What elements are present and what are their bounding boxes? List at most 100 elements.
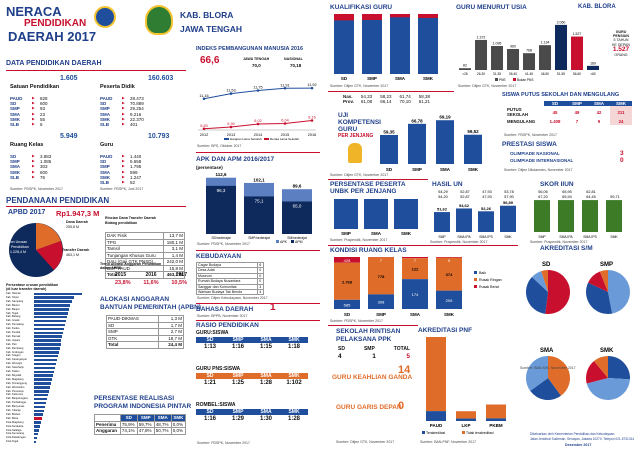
kab-bar-row: Kab. Banyumas [6, 405, 86, 409]
rls-label: 6,16 [308, 116, 315, 120]
kondisi-rr-label: 374 [446, 272, 453, 277]
akred-smk-slice [608, 356, 630, 380]
putus-table: SD SMP SMA SMK PUTUS SEKOLAH 45 49 42 211 MENGULA… [506, 101, 632, 125]
akred-sd-slice [541, 270, 548, 292]
kab-bar-row: Kab. Magelang [6, 378, 86, 382]
keb-row: Rumah Budaya Nusantara 0 [196, 278, 265, 285]
pnf-t-bar [426, 411, 446, 421]
kab-bar [34, 440, 36, 444]
arrow-icon: ▶ [122, 122, 125, 127]
ukg-title-block: UJI KOMPETENSI GURU PER JENJANG [338, 112, 381, 140]
pie-lbl-1: Dana Daerah [66, 220, 88, 224]
pnf-legend: Tidak terakreditasi [466, 431, 494, 435]
dana-pie [9, 223, 63, 277]
rasio-cols: SD SMP SMA SMK [196, 409, 308, 415]
kab-bar [34, 382, 51, 385]
kualifikasi-chart: SD SMP SMA SMK [334, 14, 438, 81]
kab-bar-label: Kab. Kendal [6, 331, 21, 334]
keahlian-val: 14 [398, 364, 411, 376]
ukg-bar [436, 120, 454, 164]
un-title: HASIL UN [432, 181, 463, 188]
legend-swatch [291, 240, 294, 243]
rt-row: Total 463,1 M [105, 271, 186, 279]
rls-point [283, 122, 287, 125]
arrow-icon: ▶ [32, 169, 35, 174]
rasio-subtitle: GURU:SISWA [196, 330, 229, 336]
kondisi-cat: SMK [444, 312, 455, 317]
dp-row-value: 600 [40, 101, 48, 107]
kual-bar [362, 19, 382, 74]
rt-row: Tunjangan Khusus Guru 1,4 M [105, 251, 186, 259]
dp-row-value: 22.370 [130, 116, 144, 122]
kab-bar [34, 300, 72, 303]
kab-bar-row: Kab. Pati [6, 343, 86, 347]
pensiun-4: KE DEPAN [612, 42, 630, 47]
garis-src: Sumber: Ditjen GTK, November 2017 [336, 440, 395, 444]
rasio-val: 1:16 [203, 416, 216, 422]
kab-bar [34, 421, 41, 424]
ukg-chart: 59,35 SD 66,78 SMP 69,19 SMA 59,52 SMK [380, 115, 482, 172]
un-bar [456, 208, 472, 232]
iiun-prov: 65,94 [562, 195, 572, 199]
legend-swatch [474, 285, 477, 288]
putus-src: Sumber: PDSPK, November 2017 [504, 133, 557, 137]
pct-sub: (di luar transfer daerah) [6, 287, 47, 291]
ukg-bar [464, 134, 482, 164]
kab-bar-row: Kab. Wonosobo [6, 386, 86, 390]
akred-smp-slice [599, 270, 608, 292]
ppk-val-smp: 1 [372, 353, 376, 360]
pnf-src: Sumber: BAN-PNF, November 2017 [420, 440, 477, 444]
apk-title: APK DAN APM 2016/2017 [196, 156, 275, 163]
hls-point [310, 86, 314, 90]
dp-row: SLB ▶ 76 [10, 175, 90, 180]
dp-row: SMP ▶ 29.254 [100, 106, 185, 111]
kondisi-rr [402, 258, 428, 280]
rasio-vals: 1:16 1:29 1:30 1:28 [196, 416, 308, 422]
dp-row-value: 28.473 [130, 96, 144, 101]
kondisi-chart: 2.768 685 428 SD 778 308 7 SMP 122 174 7 SMA 374 209 9… [334, 257, 502, 317]
rasio-val: 1:21 [203, 380, 216, 386]
apm-label: 75,1 [255, 198, 264, 203]
pnf-cat: PAUD [430, 423, 443, 428]
trend-title: Trend Alokasi Anggaran Pendidikan [100, 262, 162, 266]
pie-lbl-6: Pendidikan [11, 245, 29, 249]
legend-swatch [224, 138, 229, 140]
iiun-nas: 65,95 [562, 190, 572, 194]
dp-row-value: 303 [40, 164, 48, 170]
unbk-chart: SMP SMA SMK [334, 199, 418, 236]
kab-bar [34, 351, 59, 354]
dp-row-value: 29.254 [130, 106, 144, 112]
un-nas: 53,78 [504, 190, 514, 194]
trend-sub: dalam APBD [100, 266, 122, 270]
putus-val: 24 [610, 118, 632, 125]
usia-legend: Bukan PNS [517, 78, 533, 82]
kab-bar [34, 436, 37, 440]
akred-sd-slice [526, 276, 548, 314]
kab-bar-row: Kab. Temanggung [6, 382, 86, 386]
dp-row: SMA ▶ 23 [10, 112, 90, 117]
un-val: 56,89 [503, 200, 514, 205]
pnf-chart: PAUD LKP PKBM Terakreditasi Tidak terakredit… [422, 337, 506, 435]
hls-label: 11,92 [307, 83, 316, 87]
kab-bar-row: Kab. Demak [6, 335, 86, 339]
kondisi-src: Sumber: PDSPK, November 2017 [330, 319, 383, 323]
apbd-value: Rp1.947,3 M [56, 209, 100, 218]
ipm-nas-value: 70,18 [290, 63, 302, 68]
kondisi-rb [402, 257, 428, 259]
kab-bar-row: Kab. Purworejo [6, 390, 86, 394]
ipm-title: INDEKS PEMBANGUNAN MANUSIA 2016 [196, 46, 304, 52]
kual-title: KUALIFIKASI GURU [330, 4, 393, 11]
usia-val: 1.527 [573, 32, 582, 36]
rasio-subtitle: ROMBEL:SISWA [196, 402, 236, 408]
bahasa-val: 1 [270, 302, 276, 313]
unbk-title2: UNBK PER JENJANG [330, 188, 397, 195]
rasio-col: SMA [260, 337, 272, 343]
kab-bar-row: Kab. Grobogan [6, 351, 86, 355]
dp-row: SD ▶ 5.658 [100, 159, 185, 164]
rls-label: 5,90 [227, 122, 234, 126]
kondisi-rb-label: 9 [448, 258, 451, 263]
kab-bar-label: Kota Semarang [6, 432, 25, 436]
kab-bar-row: Kab. Purbalingga [6, 401, 86, 405]
trend-val-1: 23,8% [115, 280, 131, 286]
trend-val-3: 10,5% [171, 280, 187, 286]
